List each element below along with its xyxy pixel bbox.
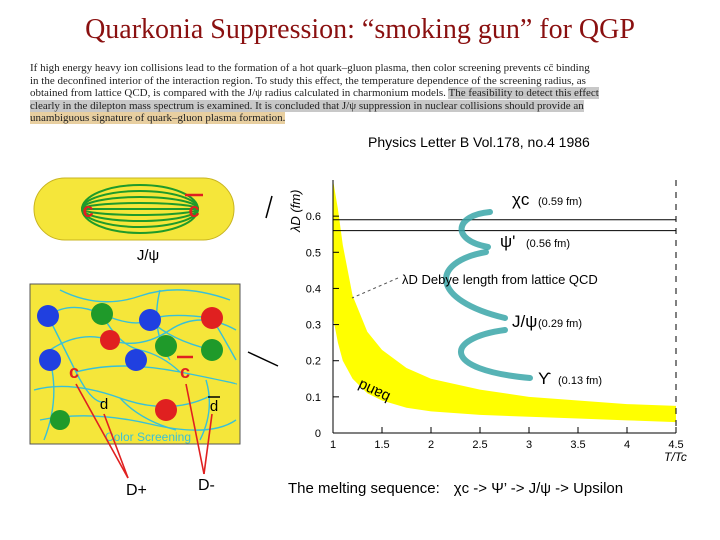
- state-radius: (0.13 fm): [558, 375, 602, 387]
- plasma-charm-quark: c: [69, 362, 79, 382]
- state-radius: (0.29 fm): [538, 318, 582, 330]
- meson-arrow-left-2: [103, 413, 129, 479]
- gluon-blue: [125, 349, 147, 371]
- y-axis-label: λD (fm): [288, 190, 303, 234]
- gluon-green: [91, 303, 113, 325]
- gluon-blue: [39, 349, 61, 371]
- abstract-line: If high energy heavy ion collisions lead…: [30, 62, 590, 74]
- meson-d-minus: D-: [198, 477, 215, 494]
- melting-arrow: [458, 209, 493, 250]
- meson-d-plus-text: D+: [126, 482, 147, 499]
- gluon-red: [100, 330, 120, 350]
- y-tick-label: 0.6: [306, 211, 321, 223]
- gluon-red: [155, 399, 177, 421]
- state-name: ϒ: [538, 369, 551, 388]
- y-tick-label: 0.4: [306, 283, 321, 295]
- x-tick-label: 1: [330, 439, 336, 451]
- state-name: J/ψ: [512, 312, 537, 331]
- melting-chain: χc -> Ψ’ -> J/ψ -> Upsilon: [453, 480, 624, 497]
- color-strings: [33, 289, 237, 441]
- x-tick-label: 2.5: [472, 439, 487, 451]
- band-label: λD Debye length from lattice QCD: [402, 272, 598, 287]
- x-tick-label: 2: [428, 439, 434, 451]
- pointer-line: [247, 351, 279, 367]
- x-tick-label: 3: [526, 439, 532, 451]
- charm-quark: c: [82, 200, 93, 222]
- bound-state-name: J/ψ: [137, 247, 159, 264]
- melting-label: The melting sequence:: [288, 480, 440, 497]
- abstract-line: obtained from lattice QCD, is compared w…: [30, 87, 698, 100]
- gluon-green: [155, 335, 177, 357]
- gluon-field-lines: [81, 184, 199, 234]
- light-quark-right: d: [210, 398, 218, 415]
- state-radius: (0.56 fm): [526, 238, 570, 250]
- gluon-blue: [139, 309, 161, 331]
- meson-d-minus-text: D-: [198, 477, 215, 494]
- abstract-line: in the deconfined interior of the intera…: [30, 74, 586, 87]
- x-tick-label: 3.5: [570, 439, 585, 451]
- debye-band: [333, 180, 676, 423]
- abstract-highlight: The feasibility to detect this effect: [448, 87, 599, 99]
- plasma-charm-antiquark: c: [180, 362, 190, 382]
- melting-arrow: [458, 327, 533, 381]
- y-tick-label: 0.2: [306, 356, 321, 368]
- band-pointer: [351, 277, 399, 299]
- gluon-green: [201, 339, 223, 361]
- state-name: χc: [512, 190, 530, 209]
- abstract-line-part: obtained from lattice QCD, is compared w…: [30, 87, 446, 99]
- charm-antiquark: c: [188, 200, 199, 222]
- meson-d-plus: D+: [126, 482, 147, 499]
- color-screening-label: Color Screening: [105, 430, 191, 444]
- x-tick-label: 1.5: [374, 439, 389, 451]
- x-tick-label: 4.5: [668, 439, 683, 451]
- melting-sequence: The melting sequence: χc -> Ψ’ -> J/ψ -> …: [288, 480, 623, 497]
- meson-arrow-right: [185, 383, 205, 475]
- melting-arrow: [443, 249, 508, 321]
- light-quark-left: d: [100, 396, 108, 413]
- state-name: ψ': [500, 232, 515, 251]
- state-radius: (0.59 fm): [538, 196, 582, 208]
- x-tick-label: 4: [624, 439, 630, 451]
- debye-length-chart: 0 0.1 0.2 0.3 0.4 0.5 0.6 1 1.5 2 2.5 3 3.5 4 4.5 λD (f…: [288, 180, 687, 464]
- bound-state-diagram: c c J/ψ: [33, 177, 273, 264]
- gluon-red: [201, 307, 223, 329]
- meson-arrow-left: [75, 383, 129, 479]
- gluon-green: [50, 410, 70, 430]
- y-tick-label: 0.1: [306, 392, 321, 404]
- slide-title: Quarkonia Suppression: “smoking gun” for…: [85, 14, 635, 45]
- paper-abstract-excerpt: If high energy heavy ion collisions lead…: [30, 62, 698, 142]
- x-axis-label: T/Tc: [664, 450, 687, 464]
- gluon-blue: [37, 305, 59, 327]
- pointer-line: [265, 195, 273, 219]
- citation: Physics Letter B Vol.178, no.4 1986: [368, 134, 590, 150]
- y-tick-label: 0.5: [306, 247, 321, 259]
- plasma-diagram: c c d d Color Screening D+ D-: [29, 283, 279, 499]
- y-tick-label: 0: [315, 428, 321, 440]
- abstract-highlight: unambiguous signature of quark–gluon pla…: [30, 112, 286, 124]
- y-tick-label: 0.3: [306, 320, 321, 332]
- meson-arrow-right-2: [203, 413, 213, 475]
- abstract-highlight: clearly in the dilepton mass spectrum is…: [30, 99, 584, 112]
